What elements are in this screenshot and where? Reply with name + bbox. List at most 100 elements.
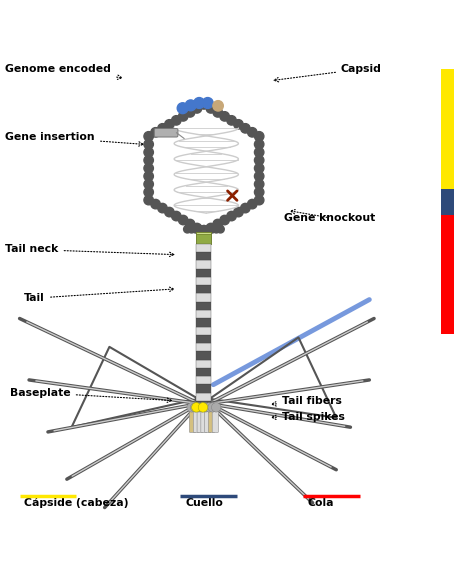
Circle shape — [191, 403, 201, 412]
Text: Cuello: Cuello — [185, 499, 223, 508]
Circle shape — [187, 403, 196, 412]
FancyBboxPatch shape — [193, 411, 200, 432]
Text: Tail fibers: Tail fibers — [272, 396, 342, 406]
Circle shape — [213, 219, 222, 229]
Circle shape — [183, 225, 191, 233]
Bar — [196, 335, 211, 343]
Circle shape — [255, 179, 264, 189]
FancyBboxPatch shape — [190, 411, 196, 432]
Circle shape — [151, 199, 160, 209]
Circle shape — [208, 403, 218, 412]
Bar — [196, 244, 211, 252]
Bar — [196, 385, 211, 392]
Circle shape — [179, 112, 188, 121]
Circle shape — [255, 195, 264, 205]
Circle shape — [192, 223, 202, 233]
Circle shape — [220, 112, 229, 121]
Circle shape — [194, 98, 205, 108]
Circle shape — [234, 207, 243, 217]
Circle shape — [213, 108, 222, 117]
Bar — [196, 232, 211, 244]
Bar — [196, 343, 211, 352]
Bar — [441, 215, 454, 333]
Circle shape — [212, 225, 220, 233]
Bar — [196, 252, 211, 260]
Bar — [196, 401, 211, 409]
Circle shape — [199, 99, 209, 109]
Circle shape — [247, 199, 257, 209]
Bar — [196, 294, 211, 302]
Text: Gene insertion: Gene insertion — [5, 132, 143, 146]
Bar — [196, 232, 211, 235]
FancyBboxPatch shape — [212, 411, 219, 432]
Circle shape — [209, 225, 216, 233]
Circle shape — [241, 124, 250, 133]
Circle shape — [158, 124, 167, 133]
Circle shape — [199, 227, 209, 237]
Circle shape — [144, 195, 154, 205]
Text: Cola: Cola — [308, 499, 334, 508]
Circle shape — [185, 219, 195, 229]
Bar — [196, 352, 211, 360]
Circle shape — [198, 403, 208, 412]
Circle shape — [204, 403, 214, 412]
Circle shape — [255, 132, 264, 141]
Circle shape — [206, 104, 216, 113]
FancyBboxPatch shape — [209, 411, 215, 432]
Bar — [441, 69, 454, 190]
Text: Cápside (cabeza): Cápside (cabeza) — [24, 498, 129, 508]
Bar — [196, 360, 211, 368]
Circle shape — [144, 164, 154, 173]
Circle shape — [234, 120, 243, 129]
Bar — [196, 318, 211, 327]
Circle shape — [204, 225, 212, 233]
FancyBboxPatch shape — [155, 128, 178, 137]
Circle shape — [227, 211, 236, 221]
Circle shape — [247, 128, 257, 137]
Circle shape — [200, 225, 208, 233]
Text: Tail: Tail — [24, 287, 174, 303]
FancyBboxPatch shape — [205, 411, 211, 432]
Circle shape — [211, 403, 221, 412]
Circle shape — [241, 203, 250, 213]
Bar — [196, 277, 211, 285]
Circle shape — [201, 403, 210, 412]
Circle shape — [255, 156, 264, 165]
Circle shape — [194, 403, 203, 412]
Circle shape — [255, 172, 264, 181]
Circle shape — [179, 215, 188, 225]
Text: Genome encoded: Genome encoded — [5, 64, 122, 80]
Circle shape — [158, 203, 167, 213]
FancyBboxPatch shape — [201, 411, 207, 432]
Text: Capsid: Capsid — [274, 64, 382, 82]
Circle shape — [144, 140, 154, 149]
Bar — [196, 302, 211, 310]
Circle shape — [151, 128, 160, 137]
Circle shape — [227, 116, 236, 125]
Text: Tail spikes: Tail spikes — [272, 412, 345, 422]
Circle shape — [188, 225, 195, 233]
Circle shape — [192, 225, 200, 233]
Circle shape — [220, 215, 229, 225]
Circle shape — [172, 211, 181, 221]
Circle shape — [144, 132, 154, 141]
Circle shape — [144, 156, 154, 165]
Circle shape — [192, 104, 202, 113]
Bar — [441, 190, 454, 215]
Circle shape — [164, 207, 174, 217]
Bar — [196, 260, 211, 269]
Circle shape — [198, 403, 207, 412]
Circle shape — [206, 223, 216, 233]
Text: Tail neck: Tail neck — [5, 244, 174, 257]
FancyBboxPatch shape — [197, 411, 203, 432]
Circle shape — [144, 172, 154, 181]
Circle shape — [144, 179, 154, 189]
Bar — [196, 310, 211, 318]
Polygon shape — [149, 105, 259, 232]
Circle shape — [177, 103, 188, 114]
Bar — [196, 269, 211, 277]
Text: Gene knockout: Gene knockout — [284, 210, 375, 223]
Bar — [196, 376, 211, 385]
Circle shape — [255, 148, 264, 157]
Circle shape — [172, 116, 181, 125]
